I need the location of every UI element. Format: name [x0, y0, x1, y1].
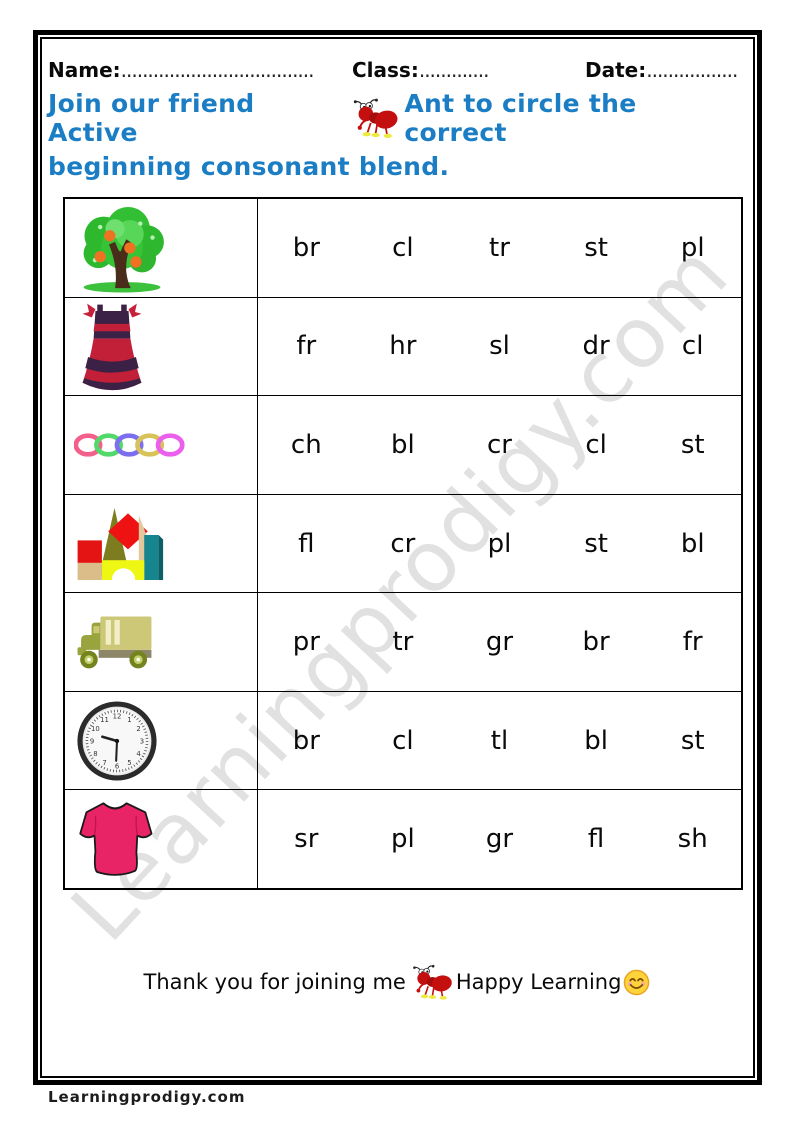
- name-label: Name:: [48, 58, 121, 82]
- blend-option[interactable]: fr: [296, 331, 317, 362]
- image-cell: [65, 593, 258, 691]
- blend-option[interactable]: st: [584, 232, 608, 263]
- site-credit: Learningprodigy.com: [48, 1088, 246, 1106]
- footer-thanks-text: Thank you for joining me: [143, 970, 406, 994]
- blend-option[interactable]: cl: [681, 331, 704, 362]
- blend-option[interactable]: br: [292, 725, 320, 756]
- smiley-icon: [623, 969, 650, 996]
- blend-option[interactable]: br: [582, 627, 610, 658]
- blend-option[interactable]: bl: [584, 725, 608, 756]
- blend-option[interactable]: gr: [485, 627, 514, 658]
- table-row-blocks: fl cr pl st bl: [65, 493, 741, 593]
- svg-text:11: 11: [100, 716, 109, 724]
- footer-happy-text: Happy Learning: [455, 970, 622, 994]
- truck-image: [74, 613, 162, 671]
- blend-option[interactable]: pr: [292, 627, 320, 658]
- options-cell: sr pl gr fl sh: [258, 790, 741, 888]
- blend-option[interactable]: fl: [298, 528, 315, 559]
- blend-option[interactable]: cl: [392, 232, 414, 263]
- blend-option[interactable]: cl: [585, 429, 607, 460]
- class-field: Class:.............: [352, 58, 489, 82]
- blend-option[interactable]: hr: [389, 331, 417, 362]
- svg-text:7: 7: [102, 759, 106, 767]
- table-row-chain: ch bl cr cl st: [65, 395, 741, 494]
- instruction-line1-before: Join our friend Active: [48, 89, 255, 147]
- blend-option[interactable]: cr: [390, 528, 416, 559]
- tree-image: [74, 201, 170, 295]
- options-cell: br cl tl bl st: [258, 692, 741, 790]
- blend-option[interactable]: tr: [489, 232, 510, 263]
- blend-option[interactable]: br: [292, 232, 320, 263]
- blend-option[interactable]: sh: [677, 824, 708, 855]
- image-cell: [65, 297, 258, 396]
- blend-option[interactable]: tr: [392, 627, 414, 658]
- date-label: Date:: [585, 58, 647, 82]
- blend-option[interactable]: gr: [485, 824, 514, 855]
- svg-text:9: 9: [90, 737, 94, 745]
- table-row-truck: pr tr gr br fr: [65, 592, 741, 691]
- chain-image: [74, 428, 186, 462]
- class-label: Class:: [352, 58, 419, 82]
- blend-option[interactable]: st: [680, 429, 705, 460]
- options-cell: ch bl cr cl st: [258, 396, 741, 494]
- options-cell: br cl tr st pl: [258, 199, 741, 297]
- blend-option[interactable]: pl: [680, 232, 705, 263]
- svg-text:8: 8: [93, 750, 97, 758]
- blend-option[interactable]: ch: [290, 429, 322, 460]
- image-cell: [65, 494, 258, 593]
- name-field: Name:...................................…: [48, 58, 315, 82]
- instruction-title: Join our friend Active Ant t: [48, 89, 738, 181]
- table-row-dress: fr hr sl dr cl: [65, 296, 741, 396]
- ant-icon: [408, 962, 454, 1002]
- svg-text:1: 1: [127, 716, 131, 724]
- options-cell: pr tr gr br fr: [258, 593, 741, 691]
- blend-option[interactable]: pl: [391, 824, 415, 855]
- instruction-line1-after: Ant to circle the correct: [404, 89, 637, 147]
- svg-text:10: 10: [91, 725, 100, 733]
- svg-text:5: 5: [127, 759, 131, 767]
- svg-text:6: 6: [115, 762, 119, 770]
- svg-text:3: 3: [140, 737, 144, 745]
- blend-option[interactable]: sl: [489, 331, 510, 362]
- table-row-tshirt: sr pl gr fl sh: [65, 789, 741, 889]
- footer-message: Thank you for joining me Happy Learning: [0, 962, 794, 1002]
- blend-option[interactable]: st: [680, 725, 705, 756]
- image-cell: [65, 199, 258, 297]
- blend-option[interactable]: fr: [682, 627, 703, 658]
- name-write-line[interactable]: ....................................: [120, 58, 315, 82]
- blend-option[interactable]: bl: [680, 528, 705, 559]
- blend-option[interactable]: cl: [392, 725, 414, 756]
- instruction-line2: beginning consonant blend.: [48, 152, 450, 181]
- svg-text:2: 2: [136, 725, 140, 733]
- svg-text:12: 12: [113, 712, 122, 720]
- building-blocks-image: [74, 504, 164, 584]
- blend-option[interactable]: dr: [582, 331, 610, 362]
- blend-option[interactable]: sr: [294, 824, 319, 855]
- dress-image: [74, 300, 150, 392]
- blend-option[interactable]: pl: [487, 528, 512, 559]
- blend-option[interactable]: fl: [587, 824, 605, 855]
- date-field: Date:.................: [585, 58, 738, 82]
- options-cell: fl cr pl st bl: [258, 495, 741, 593]
- class-write-line[interactable]: .............: [418, 58, 490, 82]
- blend-option[interactable]: bl: [391, 429, 415, 460]
- image-cell: [65, 396, 258, 494]
- blend-option[interactable]: st: [584, 528, 608, 559]
- svg-text:4: 4: [136, 750, 140, 758]
- image-cell: [65, 790, 258, 889]
- t-shirt-image: [74, 797, 156, 881]
- date-write-line[interactable]: .................: [646, 58, 738, 82]
- table-row-tree: br cl tr st pl: [65, 199, 741, 297]
- ant-icon: [348, 96, 400, 140]
- worksheet-table: br cl tr st pl: [63, 197, 743, 890]
- options-cell: fr hr sl dr cl: [258, 298, 741, 396]
- blend-option[interactable]: cr: [487, 429, 512, 460]
- blend-option[interactable]: tl: [490, 725, 509, 756]
